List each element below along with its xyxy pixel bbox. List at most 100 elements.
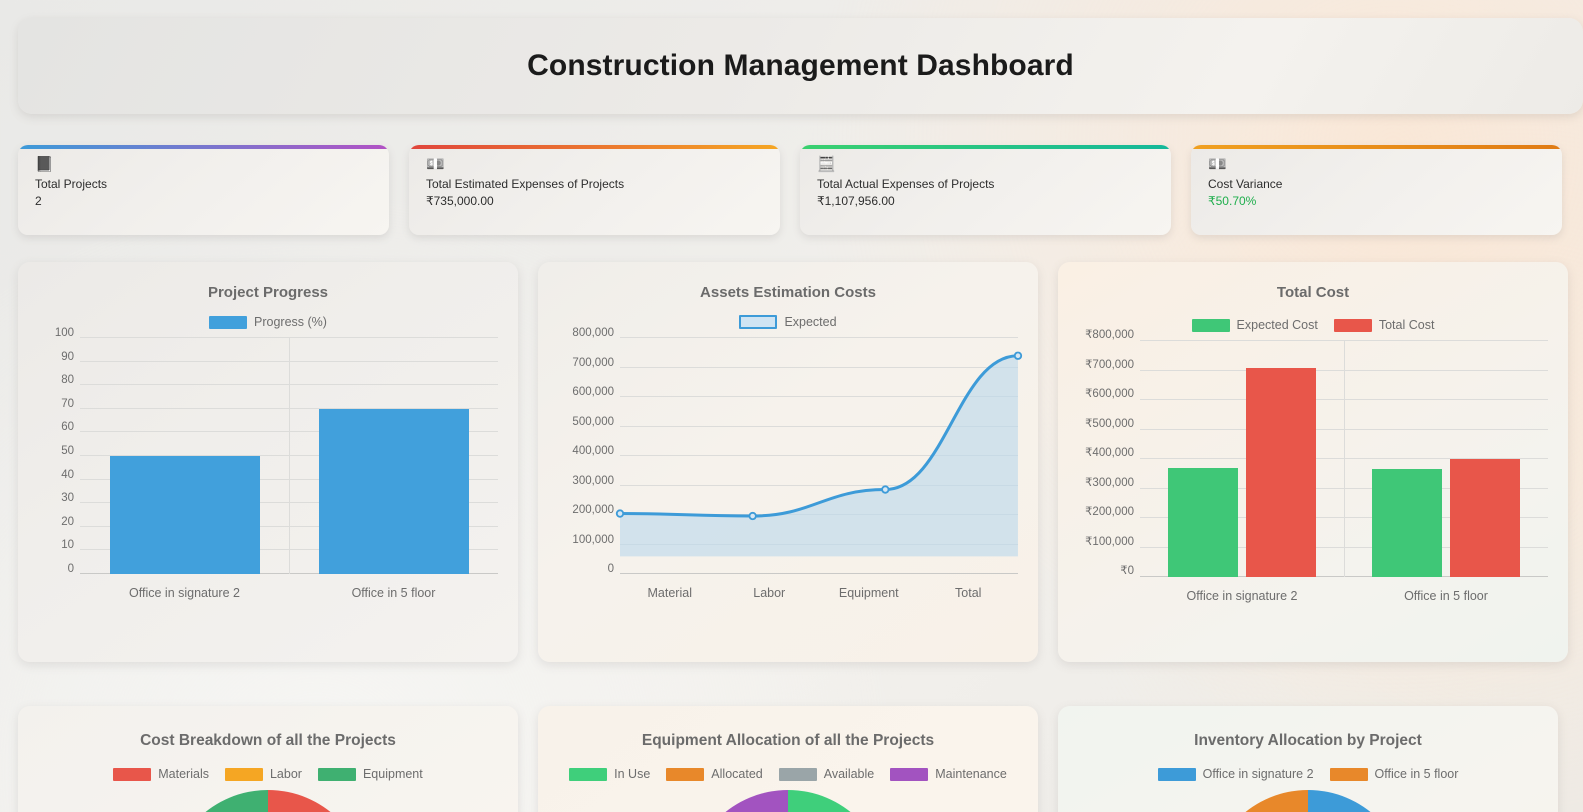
x-axis-labels: Office in signature 2 Office in 5 floor xyxy=(80,586,498,600)
y-axis-tick-label: 600,000 xyxy=(572,386,614,398)
data-point-layer xyxy=(615,351,1023,521)
legend-item[interactable]: Total Cost xyxy=(1333,318,1434,332)
legend-item[interactable]: Available xyxy=(778,767,874,781)
gridline xyxy=(620,337,1018,338)
legend-item[interactable]: Allocated xyxy=(666,767,763,781)
dashboard-header: Construction Management Dashboard xyxy=(18,18,1583,114)
kpi-label: Cost Variance xyxy=(1208,177,1283,191)
kpi-card[interactable]: 📕 Total Projects 2 xyxy=(18,145,389,235)
legend-swatch-icon xyxy=(666,767,705,781)
legend-item[interactable]: In Use xyxy=(569,767,650,781)
kpi-card[interactable]: 🧮 Total Actual Expenses of Projects ₹1,107… xyxy=(800,145,1171,235)
bar[interactable] xyxy=(1246,368,1316,577)
y-axis-tick-label: 80 xyxy=(61,374,74,387)
y-axis-tick-label: ₹100,000 xyxy=(1085,535,1134,548)
y-axis-tick-label: 400,000 xyxy=(572,445,614,457)
y-axis-tick-label: 90 xyxy=(61,350,74,363)
data-point[interactable] xyxy=(1013,351,1023,360)
x-axis-tick-label: Labor xyxy=(753,586,786,600)
gridline xyxy=(620,425,1018,427)
x-axis-tick-label: Office in signature 2 xyxy=(1186,589,1298,603)
pie-chart-equipment-allocation xyxy=(688,790,888,812)
bar[interactable] xyxy=(1168,467,1238,577)
y-axis-tick-label: 500,000 xyxy=(572,415,614,428)
notebook-icon: 📕 xyxy=(35,156,54,173)
x-axis-tick-label: Office in 5 floor xyxy=(1404,589,1488,603)
legend-label: Maintenance xyxy=(935,767,1007,781)
legend-label: Expected xyxy=(784,315,837,329)
pie-chart-inventory-allocation xyxy=(1208,790,1408,812)
legend-label: Office in 5 floor xyxy=(1374,767,1459,781)
plot-area-project-progress: 0 10 20 30 40 50 60 70 80 90 100 Office in signatu… xyxy=(34,327,502,606)
plot-inner: ₹0 ₹100,000 ₹200,000 ₹300,000 ₹400,000 ₹500,0… xyxy=(1085,329,1548,577)
y-axis-tick-label: ₹800,000 xyxy=(1085,329,1134,341)
legend-item[interactable]: Equipment xyxy=(317,767,423,781)
bar-container xyxy=(80,338,498,574)
chart-legend: Expected xyxy=(554,315,1022,329)
chart-legend: In Use Allocated Available Maintenance xyxy=(554,767,1022,781)
legend-item[interactable]: Expected xyxy=(739,315,837,329)
area-fill xyxy=(620,355,1018,557)
kpi-card[interactable]: 💵 Total Estimated Expenses of Projects ₹73… xyxy=(409,145,780,235)
legend-swatch-icon xyxy=(224,767,263,781)
y-axis-tick-label: ₹200,000 xyxy=(1085,506,1134,518)
legend-swatch-icon xyxy=(1191,318,1230,332)
chart-legend: Office in signature 2 Office in 5 floor xyxy=(1074,767,1542,781)
pie-wrap xyxy=(34,790,502,812)
gridline xyxy=(620,455,1018,456)
kpi-label: Total Projects xyxy=(35,177,108,191)
data-point[interactable] xyxy=(748,511,757,521)
y-axis-tick-label: ₹0 xyxy=(1120,565,1134,577)
bar[interactable] xyxy=(1372,469,1442,577)
y-axis-tick-label: 20 xyxy=(61,515,74,528)
chart-card-cost-breakdown: Cost Breakdown of all the Projects Mater… xyxy=(18,706,518,812)
legend-item[interactable]: Expected Cost xyxy=(1191,318,1318,332)
x-axis-tick-label: Office in signature 2 xyxy=(129,586,240,600)
legend-item[interactable]: Office in 5 floor xyxy=(1329,767,1459,781)
data-point[interactable] xyxy=(881,485,890,494)
kpi-accent-bar xyxy=(18,145,389,149)
plot-inner: 0 10 20 30 40 50 60 70 80 90 100 xyxy=(55,327,498,575)
legend-item[interactable]: Office in signature 2 xyxy=(1157,767,1314,781)
pie-wrap xyxy=(554,790,1022,812)
legend-swatch-icon xyxy=(739,315,778,329)
line-chart-svg xyxy=(620,338,1018,557)
bar[interactable] xyxy=(109,456,260,574)
legend-item[interactable]: Materials xyxy=(113,767,209,781)
kpi-value: ₹1,107,956.00 xyxy=(817,194,895,208)
y-axis-tick-label: 300,000 xyxy=(572,474,614,487)
legend-item[interactable]: Labor xyxy=(224,767,302,781)
y-axis-tick-label: ₹400,000 xyxy=(1085,447,1134,459)
gridline xyxy=(620,484,1018,486)
bar[interactable] xyxy=(1450,459,1520,577)
legend-item[interactable]: Maintenance xyxy=(890,767,1007,781)
chart-card-inventory-allocation: Inventory Allocation by Project Office i… xyxy=(1058,706,1558,812)
x-axis-tick-label: Total xyxy=(955,586,982,600)
y-axis-tick-label: 0 xyxy=(607,563,614,575)
page-title: Construction Management Dashboard xyxy=(527,49,1074,82)
legend-label: Allocated xyxy=(711,767,763,781)
chart-title: Cost Breakdown of all the Projects xyxy=(140,732,396,749)
legend-swatch-icon xyxy=(1329,767,1368,781)
data-point[interactable] xyxy=(615,509,625,518)
x-axis-tick-label: Material xyxy=(647,586,692,600)
gridline xyxy=(80,337,498,338)
bar-group xyxy=(1344,341,1548,577)
chart-card-total-cost: Total Cost Expected Cost Total Cost ₹0 ₹1… xyxy=(1058,262,1568,662)
legend-item[interactable]: Progress (%) xyxy=(209,315,327,329)
kpi-card[interactable]: 💵 Cost Variance ₹50.70% xyxy=(1191,145,1562,235)
chart-row-bottom: Cost Breakdown of all the Projects Mater… xyxy=(18,706,1583,812)
legend-label: Expected Cost xyxy=(1236,318,1318,332)
y-axis-tick-label: ₹700,000 xyxy=(1085,358,1134,371)
y-axis-tick-label: 70 xyxy=(61,397,74,410)
chart-title: Equipment Allocation of all the Projects xyxy=(641,732,935,749)
kpi-accent-bar xyxy=(800,145,1171,149)
kpi-label: Total Actual Expenses of Projects xyxy=(817,177,995,191)
kpi-accent-bar xyxy=(1191,145,1562,149)
legend-swatch-icon xyxy=(569,767,608,781)
legend-swatch-icon xyxy=(1157,767,1196,781)
y-axis-tick-label: 700,000 xyxy=(572,356,614,369)
bar[interactable] xyxy=(318,408,469,574)
kpi-value: 2 xyxy=(35,194,42,208)
